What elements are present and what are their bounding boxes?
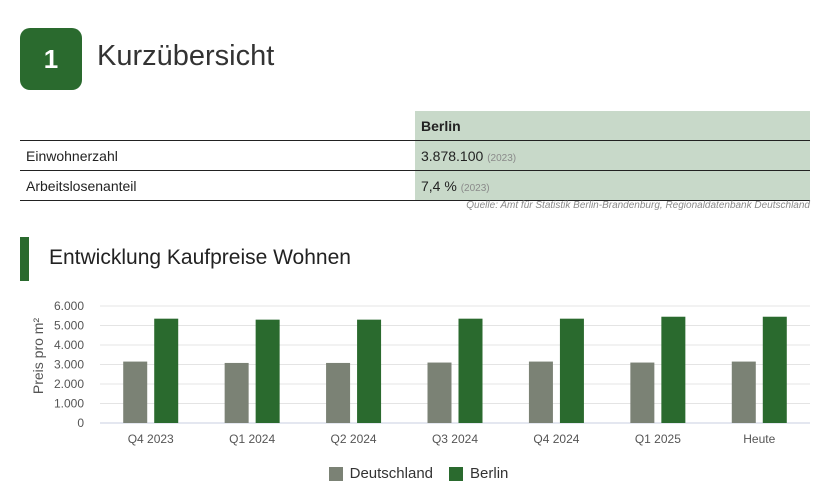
- bar-berlin[interactable]: [458, 318, 483, 423]
- bar-deutschland[interactable]: [731, 361, 756, 423]
- legend-swatch-deutschland: [328, 466, 343, 481]
- x-tick-label: Q1 2024: [229, 432, 275, 446]
- bar-berlin[interactable]: [661, 316, 686, 423]
- bar-berlin[interactable]: [154, 318, 179, 423]
- y-tick-label: 2.000: [54, 377, 84, 391]
- row-label: Arbeitslosenanteil: [20, 170, 415, 201]
- row-value: 3.878.100 (2023): [415, 140, 810, 171]
- value-text: 3.878.100: [421, 147, 484, 164]
- y-tick-label: 6.000: [54, 299, 84, 313]
- bar-deutschland[interactable]: [224, 362, 249, 423]
- facts-header-row: Berlin: [20, 111, 810, 141]
- table-row: Arbeitslosenanteil 7,4 % (2023): [20, 170, 810, 201]
- bar-deutschland[interactable]: [528, 361, 553, 423]
- y-tick-label: 1.000: [54, 397, 84, 411]
- chart-bars: [123, 316, 787, 423]
- x-tick-label: Q4 2023: [128, 432, 174, 446]
- bar-berlin[interactable]: [762, 316, 787, 423]
- legend-item-deutschland[interactable]: Deutschland: [328, 465, 434, 482]
- section-number-badge: 1: [20, 28, 82, 90]
- x-tick-label: Q3 2024: [432, 432, 478, 446]
- facts-label-header: [20, 111, 415, 141]
- section-title: Kurzübersicht: [97, 40, 275, 72]
- y-tick-label: 4.000: [54, 338, 84, 352]
- y-tick-label: 0: [77, 416, 84, 430]
- x-axis-ticks: Q4 2023 Q1 2024 Q2 2024 Q3 2024 Q4 2024 Q1 20…: [128, 432, 776, 446]
- value-text: 7,4 %: [421, 177, 457, 194]
- row-label: Einwohnerzahl: [20, 140, 415, 171]
- bar-deutschland[interactable]: [326, 362, 351, 423]
- bar-berlin[interactable]: [255, 319, 280, 423]
- legend-label: Berlin: [470, 465, 509, 482]
- facts-berlin-header: Berlin: [415, 111, 810, 141]
- bar-deutschland[interactable]: [630, 362, 655, 423]
- row-value: 7,4 % (2023): [415, 170, 810, 201]
- chart-title: Entwicklung Kaufpreise Wohnen: [49, 246, 351, 269]
- y-axis-label: Preis pro m²: [30, 318, 46, 395]
- y-axis-ticks: 0 1.000 2.000 3.000 4.000 5.000 6.000: [54, 299, 84, 430]
- value-year: (2023): [487, 152, 517, 164]
- source-note: Quelle: Amt für Statistik Berlin-Branden…: [466, 200, 810, 211]
- x-tick-label: Q2 2024: [331, 432, 377, 446]
- x-tick-label: Heute: [743, 432, 775, 446]
- table-row: Einwohnerzahl 3.878.100 (2023): [20, 140, 810, 171]
- legend-swatch-berlin: [449, 466, 464, 481]
- bar-berlin[interactable]: [357, 319, 382, 423]
- chart-title-accent: [20, 237, 29, 281]
- legend-label: Deutschland: [349, 465, 434, 482]
- y-tick-label: 5.000: [54, 319, 84, 333]
- bar-deutschland[interactable]: [123, 361, 148, 423]
- y-tick-label: 3.000: [54, 358, 84, 372]
- legend-item-berlin[interactable]: Berlin: [449, 465, 508, 482]
- x-tick-label: Q4 2024: [533, 432, 579, 446]
- chart-legend: Deutschland Berlin: [0, 465, 837, 482]
- value-year: (2023): [460, 182, 490, 194]
- chart-grid: [100, 305, 810, 424]
- x-tick-label: Q1 2025: [635, 432, 681, 446]
- bar-deutschland[interactable]: [427, 362, 452, 423]
- facts-table: Berlin Einwohnerzahl 3.878.100 (2023) Ar…: [20, 111, 810, 201]
- bar-berlin[interactable]: [559, 318, 584, 423]
